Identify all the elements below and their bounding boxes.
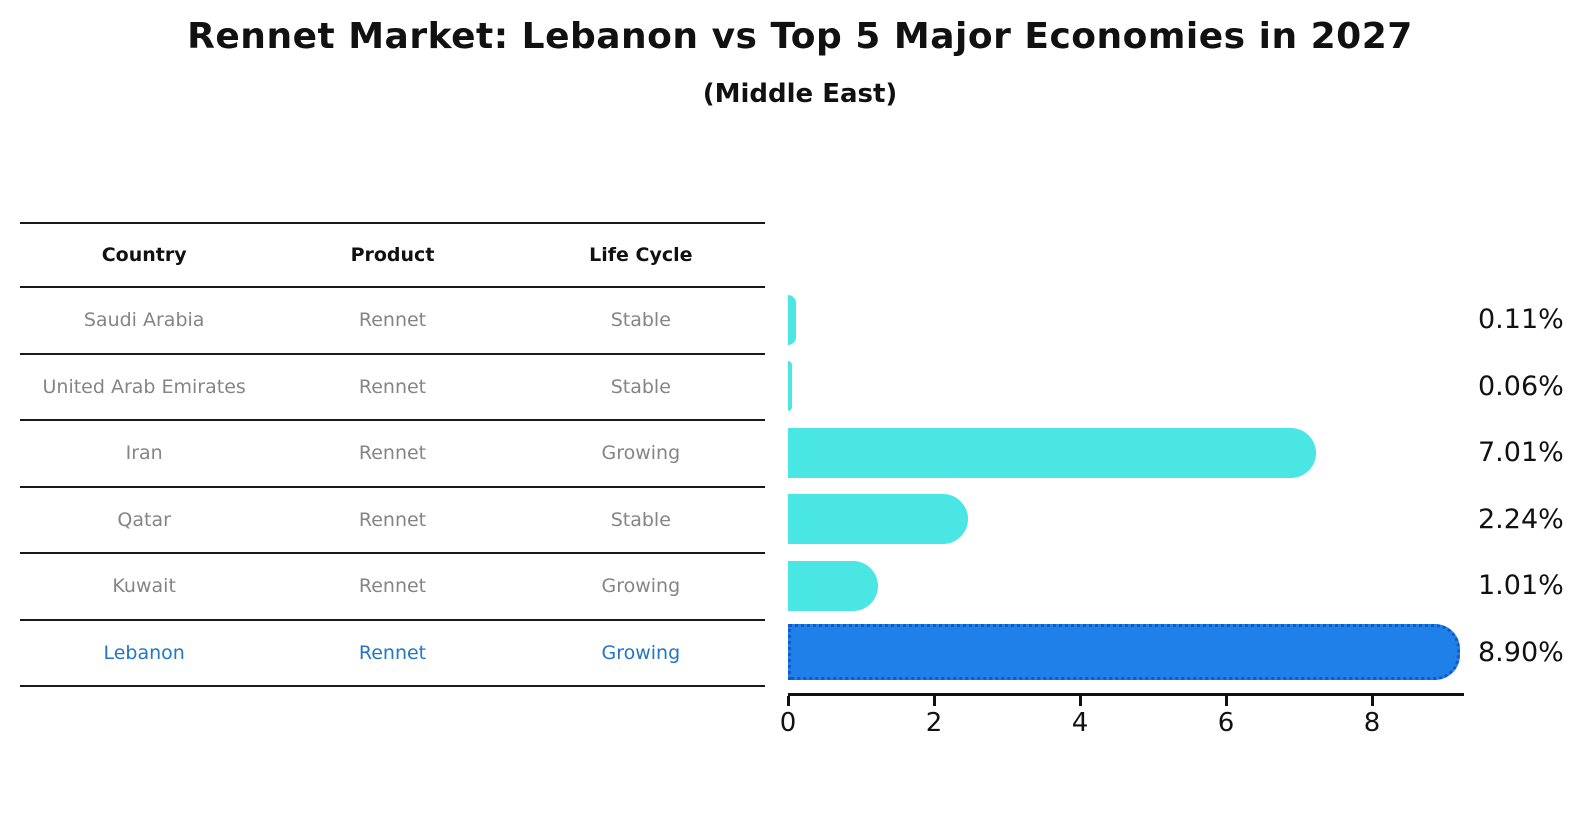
table-row: Lebanon Rennet Growing: [20, 621, 765, 687]
bar: [788, 560, 878, 611]
table-cell-life-cycle: Growing: [601, 641, 681, 664]
table-row: Saudi Arabia Rennet Stable: [20, 288, 765, 355]
value-label: 2.24%: [1478, 503, 1564, 535]
column-header-life-cycle: Life Cycle: [589, 244, 693, 266]
column-header-country: Country: [101, 244, 187, 266]
table-cell-product: Rennet: [358, 309, 427, 332]
table-row: Qatar Rennet Stable: [20, 488, 765, 554]
table-cell-product: Rennet: [358, 575, 427, 598]
table-cell-life-cycle: Stable: [610, 508, 671, 531]
x-axis-line: [788, 693, 1464, 696]
table-cell-country: United Arab Emirates: [42, 375, 246, 398]
x-tick: [933, 696, 936, 706]
table-cell-country: Iran: [125, 442, 163, 465]
table-header-row: Country Product Life Cycle: [20, 222, 765, 288]
table-cell-country: Saudi Arabia: [83, 309, 205, 332]
table-cell-country: Qatar: [117, 508, 171, 531]
table-cell-country: Lebanon: [103, 641, 185, 664]
table-row: Iran Rennet Growing: [20, 421, 765, 488]
x-tick: [1225, 696, 1228, 706]
x-tick-label: 8: [1363, 708, 1381, 738]
table-body: Saudi Arabia Rennet Stable United Arab Emir…: [20, 288, 765, 687]
column-header-product: Product: [350, 244, 435, 266]
x-tick-label: 6: [1217, 708, 1235, 738]
value-label: 0.11%: [1478, 304, 1564, 335]
value-label: 1.01%: [1478, 570, 1564, 601]
table-row: United Arab Emirates Rennet Stable: [20, 355, 765, 421]
table-cell-life-cycle: Stable: [610, 309, 671, 332]
country-table: Country Product Life Cycle Saudi Arabia R…: [20, 222, 765, 687]
x-tick: [1079, 696, 1082, 706]
table-cell-life-cycle: Growing: [601, 575, 681, 598]
table-cell-product: Rennet: [358, 375, 427, 398]
table-row: Kuwait Rennet Growing: [20, 554, 765, 621]
bar-highlighted: [788, 624, 1460, 680]
table-cell-life-cycle: Stable: [610, 375, 671, 398]
table-cell-life-cycle: Growing: [601, 442, 681, 465]
chart-title: Rennet Market: Lebanon vs Top 5 Major Ec…: [187, 16, 1413, 57]
value-label: 7.01%: [1478, 437, 1564, 468]
x-tick: [787, 696, 790, 706]
value-label: 8.90%: [1478, 636, 1564, 668]
bar: [788, 494, 968, 544]
table-cell-product: Rennet: [358, 508, 427, 531]
bar: [788, 361, 793, 411]
x-tick-label: 4: [1071, 708, 1089, 738]
value-label: 0.06%: [1478, 370, 1564, 402]
x-tick: [1371, 696, 1374, 706]
table-cell-product: Rennet: [358, 641, 427, 664]
chart-subtitle: (Middle East): [702, 79, 898, 109]
table-cell-country: Kuwait: [112, 575, 176, 598]
bar: [788, 427, 1316, 478]
table-cell-product: Rennet: [358, 442, 427, 465]
bar: [788, 294, 797, 345]
x-tick-label: 0: [779, 708, 797, 738]
x-tick-label: 2: [925, 708, 943, 738]
